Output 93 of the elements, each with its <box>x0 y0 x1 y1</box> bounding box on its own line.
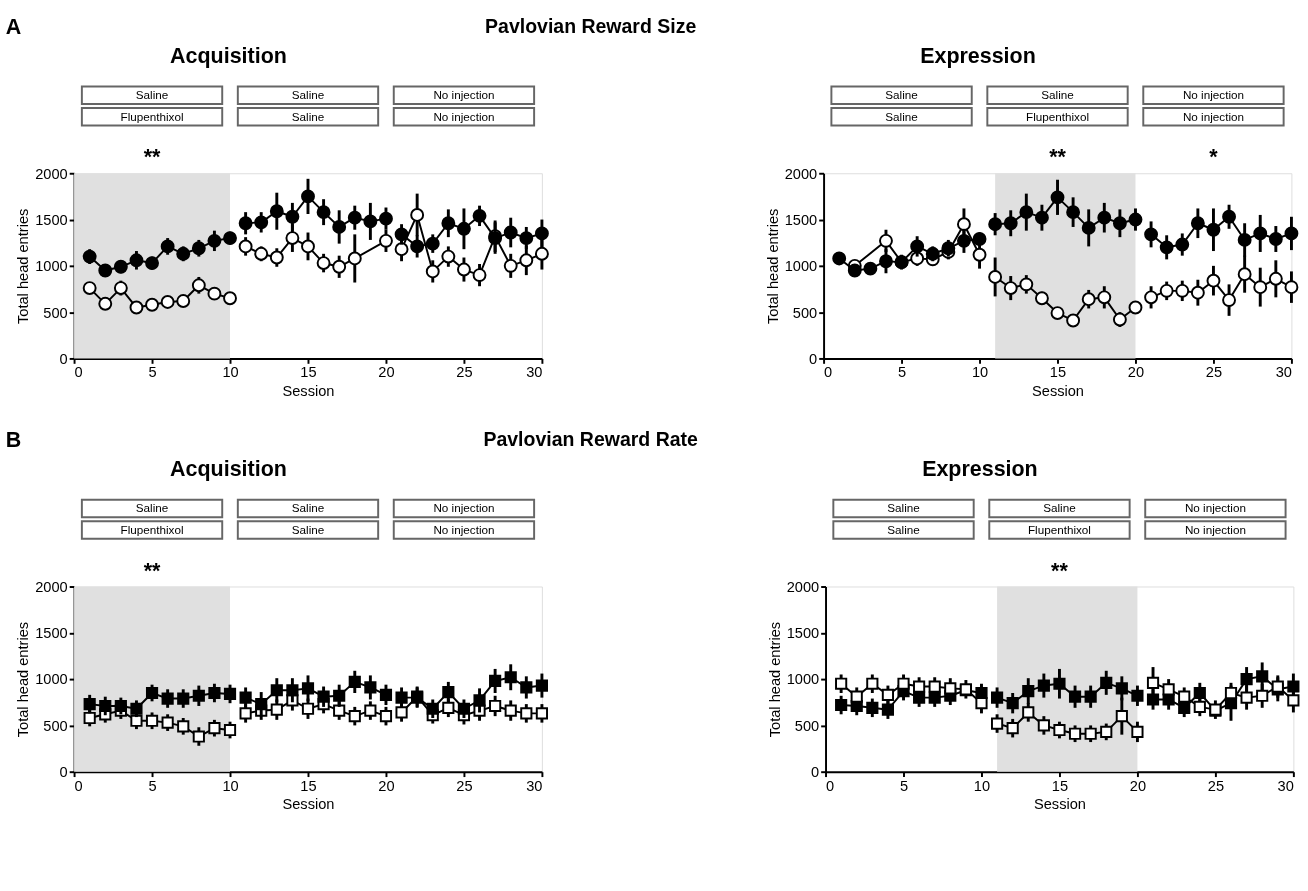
x-tick-label: 30 <box>526 364 543 381</box>
y-tick-label: 1500 <box>35 625 68 642</box>
y-tick-label: 1000 <box>786 671 820 688</box>
chart-title: Expression <box>920 44 1036 69</box>
x-tick-label: 25 <box>1205 364 1223 381</box>
text: ** <box>143 558 162 583</box>
text: No injection <box>433 522 495 536</box>
y-tick-label: 1500 <box>786 625 820 642</box>
text: No injection <box>433 109 495 123</box>
text: Flupenthixol <box>120 109 184 123</box>
y-tick-label: 0 <box>811 764 820 781</box>
x-tick-label: 20 <box>378 364 395 381</box>
y-tick-label: 1000 <box>35 671 68 688</box>
x-tick-label: 5 <box>899 777 909 794</box>
text: Saline <box>887 522 920 536</box>
text: Saline <box>135 501 169 515</box>
x-tick-label: 25 <box>1207 777 1225 794</box>
y-tick-label: 2000 <box>786 578 820 595</box>
text: * <box>1209 145 1219 170</box>
x-tick-label: 15 <box>300 777 317 794</box>
text: Flupenthixol <box>1026 109 1090 123</box>
x-tick-label: 0 <box>74 777 83 794</box>
x-tick-label: 15 <box>1049 364 1067 381</box>
x-tick-label: 0 <box>824 364 833 381</box>
y-tick-label: 1500 <box>784 211 818 228</box>
y-tick-label: 1000 <box>35 258 68 275</box>
text: No injection <box>1184 501 1246 515</box>
text: No injection <box>1182 88 1244 102</box>
x-axis-title: Session <box>282 796 335 813</box>
y-tick-label: 0 <box>59 350 68 367</box>
y-tick-label: 2000 <box>784 165 818 182</box>
x-tick-label: 5 <box>148 364 157 381</box>
x-axis-title: Session <box>1033 796 1086 813</box>
y-tick-label: 500 <box>43 304 68 321</box>
x-tick-label: 5 <box>897 364 907 381</box>
text: ** <box>143 145 162 170</box>
text: Saline <box>887 501 920 515</box>
x-tick-label: 30 <box>1277 777 1294 794</box>
y-tick-label: 500 <box>792 304 818 321</box>
x-tick-label: 20 <box>1129 777 1147 794</box>
x-tick-label: 15 <box>300 364 317 381</box>
chart-title: Acquisition <box>170 457 287 482</box>
y-tick-label: 0 <box>59 764 68 781</box>
x-axis-title: Session <box>282 382 335 399</box>
x-tick-label: 30 <box>526 777 543 794</box>
x-tick-label: 10 <box>222 777 239 794</box>
text: Flupenthixol <box>120 522 184 536</box>
x-tick-label: 15 <box>1051 777 1069 794</box>
text: Saline <box>1041 88 1074 102</box>
text: Saline <box>291 522 325 536</box>
y-tick-label: 500 <box>43 717 68 734</box>
x-tick-label: 5 <box>148 777 157 794</box>
chart-title: Acquisition <box>170 44 287 69</box>
text: Saline <box>291 88 325 102</box>
text: ** <box>1051 558 1069 583</box>
y-tick-label: 1000 <box>784 258 818 275</box>
text: B <box>5 428 22 453</box>
x-tick-label: 0 <box>826 777 835 794</box>
text: No injection <box>433 88 495 102</box>
y-tick-label: 2000 <box>35 165 68 182</box>
y-axis-title: Total head entries <box>15 208 32 324</box>
y-axis-title: Total head entries <box>15 621 32 738</box>
y-axis-title: Total head entries <box>766 621 783 738</box>
text: Saline <box>291 501 325 515</box>
text: A <box>5 14 22 39</box>
text: No injection <box>1182 109 1244 123</box>
x-tick-label: 10 <box>971 364 989 381</box>
text: Pavlovian Reward Size <box>485 14 697 37</box>
text: ** <box>1049 145 1067 170</box>
y-tick-label: 2000 <box>35 578 68 595</box>
text: Pavlovian Reward Rate <box>483 428 699 451</box>
x-tick-label: 10 <box>973 777 991 794</box>
text: Flupenthixol <box>1027 522 1091 536</box>
x-axis-title: Session <box>1032 382 1084 399</box>
text: Saline <box>885 109 918 123</box>
x-tick-label: 30 <box>1275 364 1292 381</box>
text: No injection <box>433 501 495 515</box>
text: No injection <box>1184 522 1246 536</box>
x-tick-label: 25 <box>456 364 473 381</box>
x-tick-label: 20 <box>1127 364 1145 381</box>
y-axis-title: Total head entries <box>764 208 781 324</box>
x-tick-label: 10 <box>222 364 239 381</box>
text: Saline <box>885 88 918 102</box>
y-tick-label: 1500 <box>35 211 68 228</box>
x-tick-label: 20 <box>378 777 395 794</box>
y-tick-label: 0 <box>809 350 818 367</box>
chart-title: Expression <box>922 457 1038 482</box>
text: Saline <box>1043 501 1076 515</box>
text: Saline <box>135 88 169 102</box>
text: Saline <box>291 109 325 123</box>
x-tick-label: 25 <box>456 777 473 794</box>
y-tick-label: 500 <box>794 717 820 734</box>
x-tick-label: 0 <box>74 364 83 381</box>
